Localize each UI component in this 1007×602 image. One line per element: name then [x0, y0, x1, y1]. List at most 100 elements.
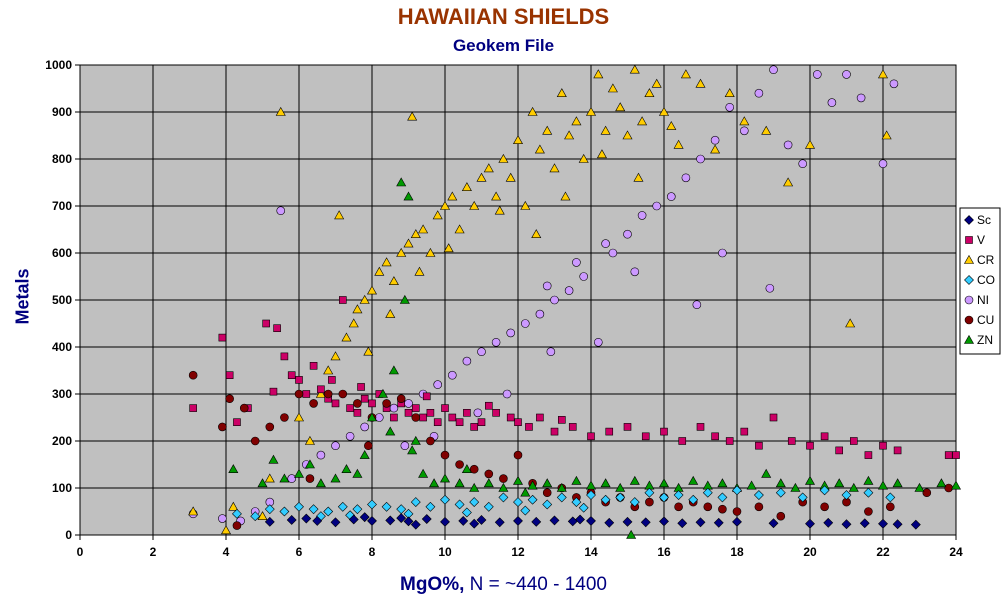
axis-ticks: 0 2 4 6 8 10 12 14 16 18 20 22 240100200300400500600…: [45, 58, 963, 559]
point-v: [390, 413, 398, 422]
point-v: [879, 441, 887, 450]
point-v: [514, 418, 522, 427]
point-cu: [922, 488, 932, 498]
point-cr: [512, 135, 524, 144]
point-cr: [491, 191, 502, 201]
point-cr: [680, 69, 691, 79]
point-sc: [410, 519, 421, 530]
point-co: [885, 492, 896, 503]
point-sc: [892, 519, 903, 530]
point-cu: [338, 389, 348, 399]
point-co: [717, 492, 728, 503]
point-cu: [265, 422, 275, 432]
point-co: [264, 504, 275, 515]
point-zn: [834, 478, 845, 488]
point-zn: [315, 478, 326, 488]
point-zn: [388, 365, 399, 375]
point-v: [944, 451, 953, 459]
point-v: [587, 432, 595, 441]
point-ni: [502, 389, 512, 399]
point-cr: [330, 351, 341, 361]
point-ni: [798, 159, 808, 168]
point-cr: [534, 144, 545, 154]
point-sc: [440, 516, 450, 527]
point-cr: [520, 200, 531, 210]
point-ni: [856, 93, 866, 103]
point-ni: [389, 403, 399, 413]
point-co: [513, 497, 523, 508]
point-sc: [367, 515, 377, 526]
y-tick-label: 400: [52, 340, 72, 354]
point-cu: [225, 394, 234, 404]
point-ni: [276, 206, 286, 215]
series-ni: [188, 65, 899, 526]
point-co: [556, 492, 567, 503]
x-tick-label: 20: [803, 545, 817, 559]
point-cr: [695, 78, 706, 88]
point-sc: [859, 518, 870, 529]
point-co: [294, 501, 304, 512]
point-ni: [769, 65, 778, 74]
point-sc: [421, 514, 432, 524]
point-ni: [477, 347, 486, 357]
point-zn: [600, 478, 611, 488]
point-cu: [542, 488, 552, 498]
point-cr: [293, 412, 305, 422]
point-co: [841, 490, 852, 500]
point-cu: [305, 474, 315, 483]
legend-label-sc: Sc: [977, 213, 991, 227]
legend-label-zn: ZN: [977, 333, 993, 347]
point-v: [463, 408, 471, 417]
point-sc: [385, 515, 396, 526]
point-v: [233, 418, 241, 427]
point-sc: [403, 516, 414, 527]
series-cr: [188, 64, 892, 535]
point-zn: [775, 478, 786, 488]
point-zn: [429, 478, 440, 488]
point-cr: [531, 229, 542, 238]
point-zn: [399, 294, 410, 304]
point-zn: [304, 459, 315, 469]
point-co: [659, 492, 669, 503]
point-cu: [188, 370, 198, 380]
point-co: [232, 508, 242, 519]
point-zn: [585, 480, 597, 490]
point-sc: [330, 517, 341, 528]
point-ni: [652, 201, 662, 211]
point-v: [273, 324, 281, 333]
point-cr: [505, 172, 516, 182]
point-v: [864, 451, 873, 459]
point-v: [287, 371, 296, 380]
point-v: [725, 437, 734, 445]
point-sc: [805, 518, 815, 529]
point-cr: [494, 205, 505, 215]
point-ni: [542, 281, 552, 291]
point-v: [952, 451, 960, 459]
point-cr: [275, 106, 286, 116]
point-ni: [630, 267, 640, 277]
legend-marker-ni: [964, 295, 974, 305]
y-tick-label: 700: [52, 199, 72, 213]
point-ni: [812, 70, 822, 79]
point-co: [250, 511, 261, 522]
point-v: [820, 432, 829, 441]
point-co: [702, 487, 713, 498]
point-v: [426, 408, 435, 417]
point-zn: [542, 478, 553, 488]
point-v: [678, 437, 687, 445]
point-v: [225, 371, 234, 380]
x-tick-label: 2: [150, 545, 157, 559]
point-cr: [454, 224, 465, 234]
legend-label-cr: CR: [977, 253, 995, 267]
point-zn: [877, 480, 889, 490]
point-cr: [418, 224, 429, 234]
point-cr: [363, 346, 374, 356]
point-zn: [804, 475, 816, 485]
point-zn: [512, 475, 524, 485]
point-ni: [783, 140, 793, 150]
point-zn: [454, 478, 465, 488]
y-tick-label: 1000: [45, 58, 72, 72]
point-cr: [783, 177, 794, 187]
point-co: [615, 492, 626, 503]
